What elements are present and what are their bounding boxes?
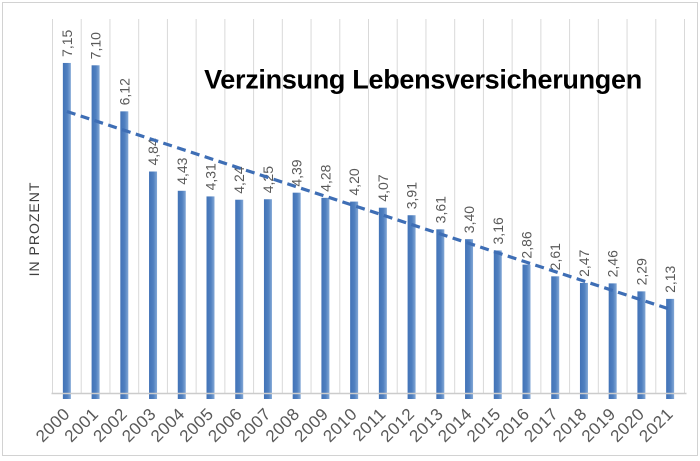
y-axis-title: IN PROZENT <box>26 181 42 277</box>
value-label-2008: 4,39 <box>289 159 305 186</box>
value-label-2012: 3,91 <box>404 182 420 209</box>
value-label-2016: 2,86 <box>519 231 535 258</box>
value-label-2003: 4,84 <box>145 138 161 165</box>
bar-2000 <box>62 62 71 399</box>
bar-2017 <box>551 276 560 399</box>
value-label-2011: 4,07 <box>375 174 391 201</box>
value-label-2009: 4,28 <box>317 164 333 191</box>
value-label-2013: 3,61 <box>432 196 448 223</box>
chart-title: Verzinsung Lebensversicherungen <box>204 64 642 95</box>
value-label-2019: 2,46 <box>605 250 621 277</box>
bar-2008 <box>292 192 301 399</box>
chart-frame: 7,15 2000 7,10 2001 6,12 2002 4,84 2003 4,43 2004… <box>2 2 698 456</box>
value-label-2004: 4,43 <box>174 157 190 184</box>
bar-2005 <box>206 196 215 399</box>
bar-2009 <box>321 197 330 399</box>
bar-2014 <box>465 239 474 399</box>
value-label-2021: 2,13 <box>662 265 678 292</box>
value-label-2007: 4,25 <box>260 166 276 193</box>
trendline <box>66 109 671 311</box>
value-label-2002: 6,12 <box>116 78 132 105</box>
value-label-2018: 2,47 <box>576 249 592 276</box>
bar-2002 <box>120 111 129 400</box>
bar-2021 <box>666 298 675 399</box>
bar-2019 <box>608 283 617 399</box>
bar-2012 <box>407 215 416 399</box>
bar-2020 <box>637 291 646 399</box>
bar-2003 <box>149 171 158 399</box>
bar-2018 <box>579 282 588 399</box>
bar-2015 <box>493 250 502 399</box>
value-label-2005: 4,31 <box>203 163 219 190</box>
value-label-2000: 7,15 <box>59 29 75 56</box>
value-label-2006: 4,24 <box>231 166 247 193</box>
bar-2006 <box>235 199 244 399</box>
value-label-2015: 3,16 <box>490 217 506 244</box>
value-label-2020: 2,29 <box>633 258 649 285</box>
bar-2004 <box>177 190 186 399</box>
bar-2016 <box>522 264 531 399</box>
value-label-2001: 7,10 <box>88 32 104 59</box>
bar-2013 <box>436 229 445 399</box>
bar-2011 <box>378 207 387 399</box>
bar-2001 <box>91 65 100 400</box>
value-label-2014: 3,40 <box>461 206 477 233</box>
value-label-2017: 2,61 <box>547 243 563 270</box>
bar-2010 <box>350 201 359 399</box>
year-label-2021: 2021 <box>635 404 677 446</box>
value-label-2010: 4,20 <box>346 168 362 195</box>
bar-2007 <box>263 199 272 399</box>
bar-chart-canvas: 7,1520007,1020016,1220024,8420034,432004… <box>32 19 687 446</box>
